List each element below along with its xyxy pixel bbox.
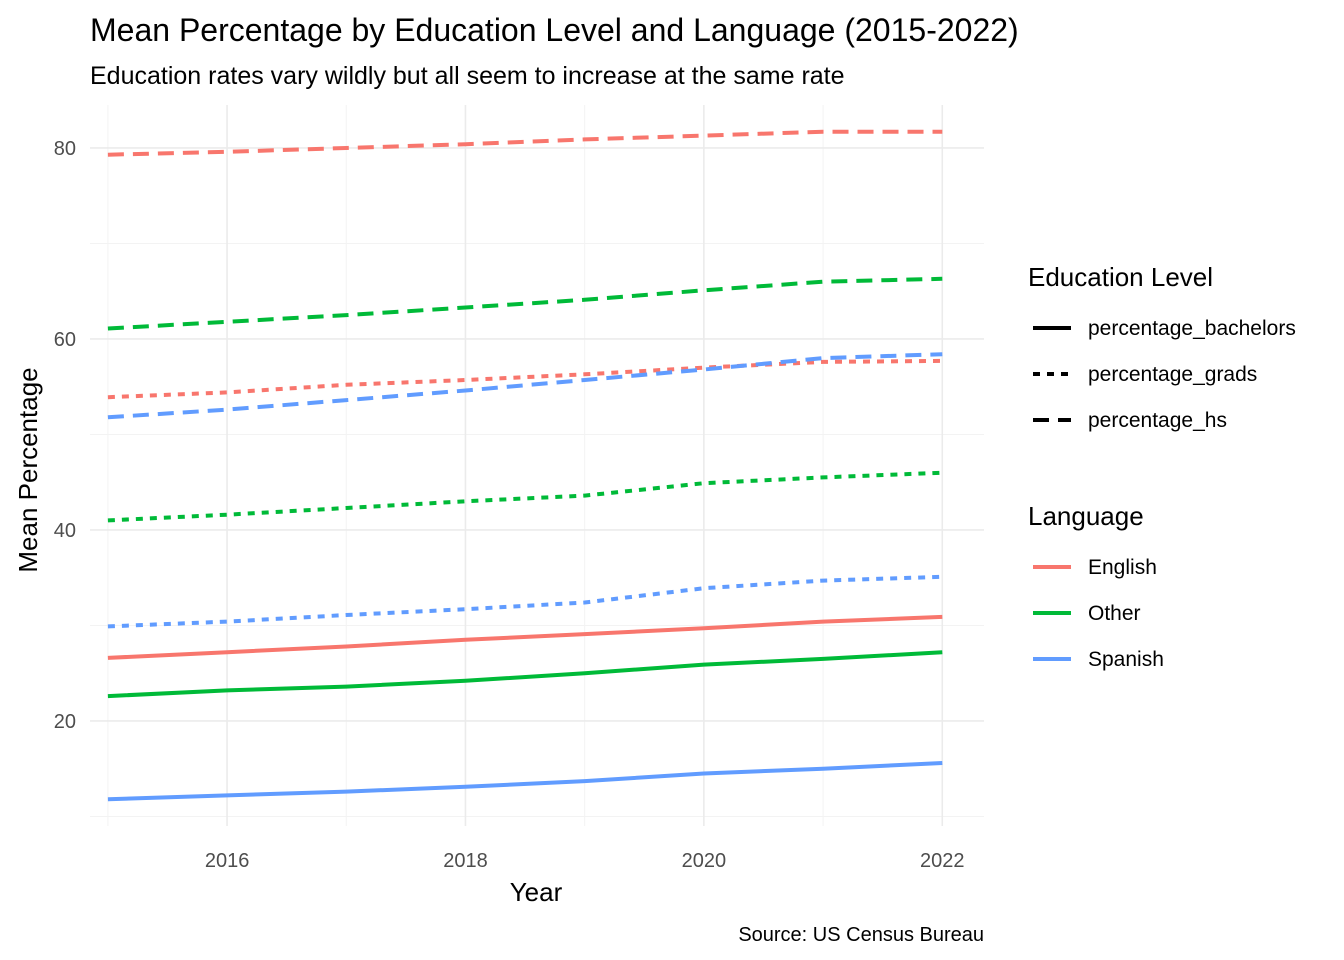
series-line-other-hs — [107, 276, 943, 331]
y-tick-label: 60 — [54, 329, 76, 351]
legend-title-language: Language — [1028, 501, 1144, 531]
grid — [90, 105, 984, 826]
legend-label-bachelors: percentage_bachelors — [1088, 317, 1296, 340]
legend-label-grads: percentage_grads — [1088, 363, 1257, 386]
chart-subtitle: Education rates vary wildly but all seem… — [90, 62, 845, 90]
chart-caption: Source: US Census Bureau — [738, 924, 984, 946]
legend-education-level: Education Level percentage_bachelorsperc… — [1028, 262, 1296, 432]
series-line-english-hs — [107, 129, 943, 157]
legend-label-other: Other — [1088, 602, 1141, 625]
y-tick-label: 20 — [54, 711, 76, 733]
series-lines — [107, 129, 943, 802]
series-line-spanish-bachelors — [107, 761, 943, 802]
series-line-english-bachelors — [107, 614, 943, 660]
legend-label-spanish: Spanish — [1088, 648, 1164, 671]
series-line-english-grads — [107, 358, 943, 400]
y-tick-label: 80 — [54, 138, 76, 160]
series-line-other-grads — [107, 470, 943, 523]
series-line-spanish-grads — [107, 574, 943, 629]
y-tick-label: 40 — [54, 520, 76, 542]
series-line-spanish-hs — [107, 352, 943, 420]
legend-title-education-level: Education Level — [1028, 262, 1213, 292]
y-axis-title: Mean Percentage — [13, 367, 43, 572]
chart-title: Mean Percentage by Education Level and L… — [90, 12, 1019, 48]
x-tick-label: 2018 — [443, 850, 488, 872]
x-tick-label: 2020 — [682, 850, 727, 872]
series-line-other-bachelors — [107, 650, 943, 699]
x-axis-title: Year — [510, 877, 563, 907]
x-tick-label: 2022 — [920, 850, 965, 872]
x-tick-labels: 2016 2018 2020 2022 — [205, 850, 965, 872]
legend-label-english: English — [1088, 556, 1157, 579]
legend-language: Language English Other Spanish — [1028, 501, 1164, 671]
y-tick-labels: 20 40 60 80 — [54, 138, 76, 733]
x-tick-label: 2016 — [205, 850, 250, 872]
legend-label-hs: percentage_hs — [1088, 409, 1227, 432]
